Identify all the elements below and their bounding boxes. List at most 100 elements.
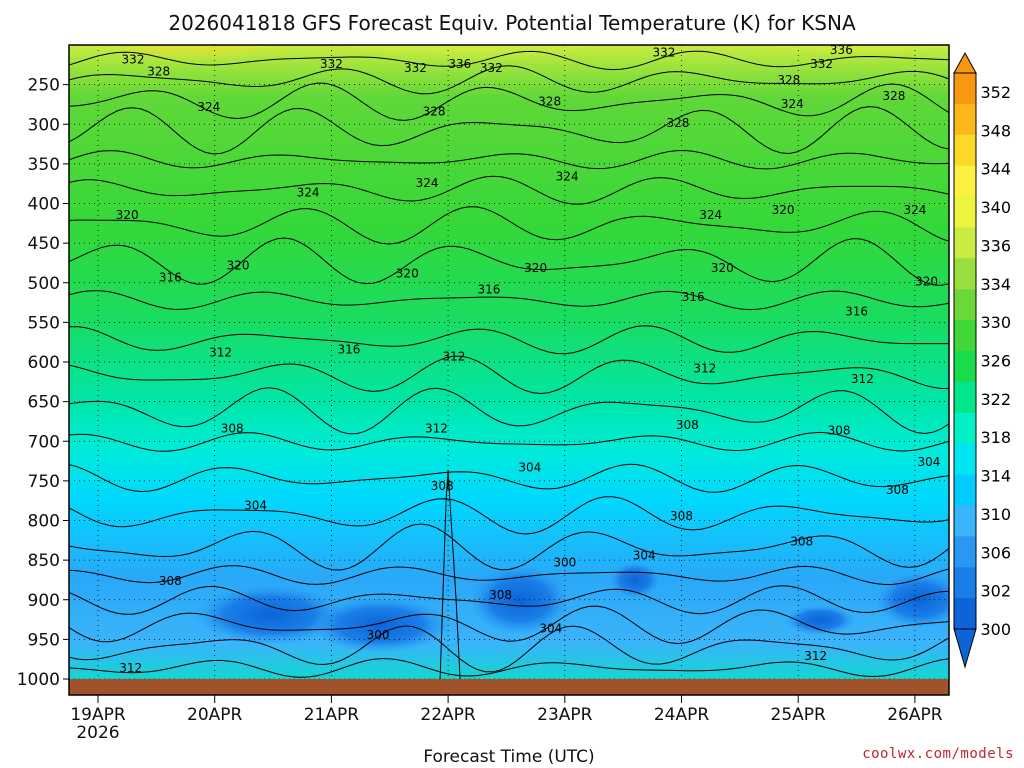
contour-label: 308 (886, 483, 909, 497)
svg-text:308: 308 (221, 422, 244, 436)
svg-text:308: 308 (886, 483, 909, 497)
svg-text:320: 320 (524, 261, 547, 275)
y-tick-label: 400 (28, 195, 60, 215)
contour-label: 312 (119, 661, 142, 675)
contour-label: 332 (320, 57, 343, 71)
svg-text:316: 316 (845, 304, 868, 318)
svg-text:316: 316 (337, 342, 360, 356)
svg-text:304: 304 (917, 455, 940, 469)
y-axis: 250 300 350 400 450 500 550 600 650 700 750 800 850 9… (17, 76, 69, 690)
contour-label: 332 (653, 45, 676, 59)
contour-label: 304 (244, 499, 267, 513)
x-axis-title: Forecast Time (UTC) (423, 747, 594, 767)
contour-label: 320 (116, 208, 139, 222)
svg-text:328: 328 (147, 64, 170, 78)
contour-label: 328 (667, 116, 690, 130)
colorbar-swatch (954, 381, 976, 414)
chart-title: 2026041818 GFS Forecast Equiv. Potential… (168, 11, 856, 35)
colorbar-label: 334 (980, 275, 1011, 294)
colorbar-label: 336 (980, 236, 1011, 255)
contour-label: 320 (396, 266, 419, 280)
contour-label: 328 (147, 64, 170, 78)
svg-text:308: 308 (670, 509, 693, 523)
contour-label: 308 (828, 423, 851, 437)
colorbar-label: 314 (980, 467, 1011, 486)
contour-label: 308 (489, 588, 512, 602)
svg-text:308: 308 (790, 534, 813, 548)
contour-label: 332 (404, 61, 427, 75)
svg-text:316: 316 (159, 270, 182, 284)
contour-label: 324 (699, 208, 722, 222)
svg-text:324: 324 (556, 170, 579, 184)
svg-text:312: 312 (442, 350, 465, 364)
y-tick-label: 900 (28, 591, 60, 611)
svg-text:336: 336 (830, 43, 853, 57)
colorbar-swatch (954, 598, 976, 630)
colorbar-swatch (954, 227, 976, 259)
svg-text:300: 300 (367, 628, 390, 642)
contour-label: 304 (917, 455, 940, 469)
svg-text:308: 308 (676, 418, 699, 432)
svg-text:332: 332 (810, 57, 833, 71)
contour-label: 316 (477, 282, 500, 296)
y-tick-label: 250 (28, 76, 60, 96)
contour-label: 308 (221, 422, 244, 436)
svg-text:308: 308 (489, 588, 512, 602)
isoline (69, 605, 949, 645)
contour-label: 320 (711, 261, 734, 275)
colorbar: 352 348 344 340 336 334 330 326 322 318 314 310 306 3… (953, 51, 1011, 669)
isoline (69, 565, 949, 586)
colorbar-label: 352 (980, 83, 1011, 102)
svg-text:324: 324 (781, 97, 804, 111)
contour-label: 320 (524, 261, 547, 275)
svg-text:312: 312 (693, 362, 716, 376)
contour-label: 312 (442, 350, 465, 364)
y-tick-label: 650 (28, 393, 60, 413)
colorbar-swatch (954, 412, 976, 445)
colorbar-swatch (954, 103, 976, 136)
svg-text:332: 332 (480, 61, 503, 75)
warm-region (85, 45, 305, 90)
contour-label: 320 (227, 258, 250, 272)
contour-label: 320 (915, 274, 938, 288)
credit-text: coolwx.com/models (862, 746, 1014, 762)
contour-label: 308 (159, 574, 182, 588)
x-tick-label: 20APR (187, 705, 243, 725)
y-tick-label: 1000 (17, 670, 60, 690)
colorbar-swatch (954, 536, 976, 568)
x-tick-label: 22APR (420, 705, 476, 725)
svg-text:304: 304 (633, 549, 656, 563)
svg-text:312: 312 (209, 346, 232, 360)
contour-label: 336 (448, 57, 471, 71)
contour-label: 324 (297, 186, 320, 200)
contour-label: 328 (882, 89, 905, 103)
svg-text:328: 328 (777, 73, 800, 87)
colorbar-swatch (954, 474, 976, 506)
y-tick-label: 800 (28, 512, 60, 532)
svg-text:308: 308 (828, 423, 851, 437)
contour-label: 300 (367, 628, 390, 642)
contour-label: 336 (830, 43, 853, 57)
isoline (69, 355, 949, 395)
isoline (69, 585, 949, 615)
colorbar-swatch (954, 567, 976, 599)
y-tick-label: 500 (28, 274, 60, 294)
svg-text:304: 304 (518, 461, 541, 475)
svg-text:320: 320 (711, 261, 734, 275)
svg-text:320: 320 (116, 208, 139, 222)
isoline (69, 65, 949, 95)
svg-text:312: 312 (119, 661, 142, 675)
contour-label: 312 (851, 372, 874, 386)
colorbar-label: 322 (980, 390, 1011, 409)
colorbar-label: 348 (980, 121, 1011, 140)
x-tick-label: 26APR (887, 705, 943, 725)
contour-label: 332 (810, 57, 833, 71)
colorbar-swatch (954, 258, 976, 290)
svg-text:328: 328 (423, 105, 446, 119)
contour-label: 324 (903, 203, 926, 217)
isoline (69, 431, 949, 452)
y-tick-label: 550 (28, 313, 60, 333)
cold-pool (310, 597, 450, 653)
svg-text:332: 332 (122, 52, 145, 66)
